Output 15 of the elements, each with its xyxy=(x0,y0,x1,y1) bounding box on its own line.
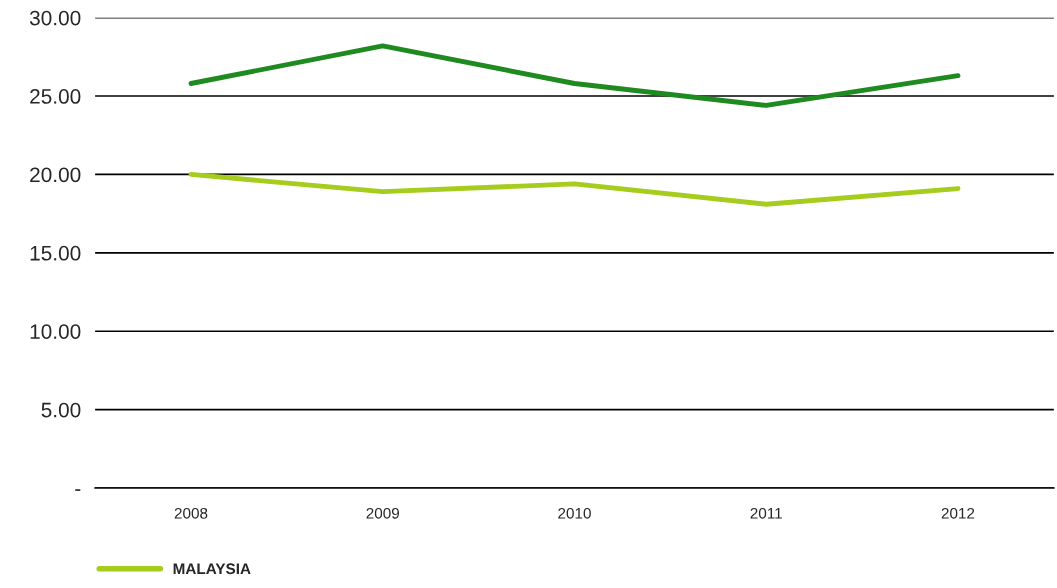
y-tick-label: 10.00 xyxy=(30,324,81,339)
x-tick-label: 2008 xyxy=(174,507,208,519)
x-tick-label: 2010 xyxy=(558,507,591,519)
y-tick-label: 20.00 xyxy=(30,167,81,183)
y-tick-label: 15.00 xyxy=(30,245,81,261)
x-tick-label: 2009 xyxy=(366,507,400,519)
y-tick-label: 5.00 xyxy=(41,402,81,418)
x-tick-label: 2012 xyxy=(941,507,975,519)
legend-label: MALAYSIA xyxy=(173,563,251,575)
y-tick-label: - xyxy=(75,489,81,491)
line-series xyxy=(188,43,961,108)
y-tick-label: 25.00 xyxy=(30,89,81,104)
y-tick-label: 30.00 xyxy=(29,10,81,26)
x-tick-label: 2011 xyxy=(750,507,782,519)
line-series xyxy=(188,172,961,207)
